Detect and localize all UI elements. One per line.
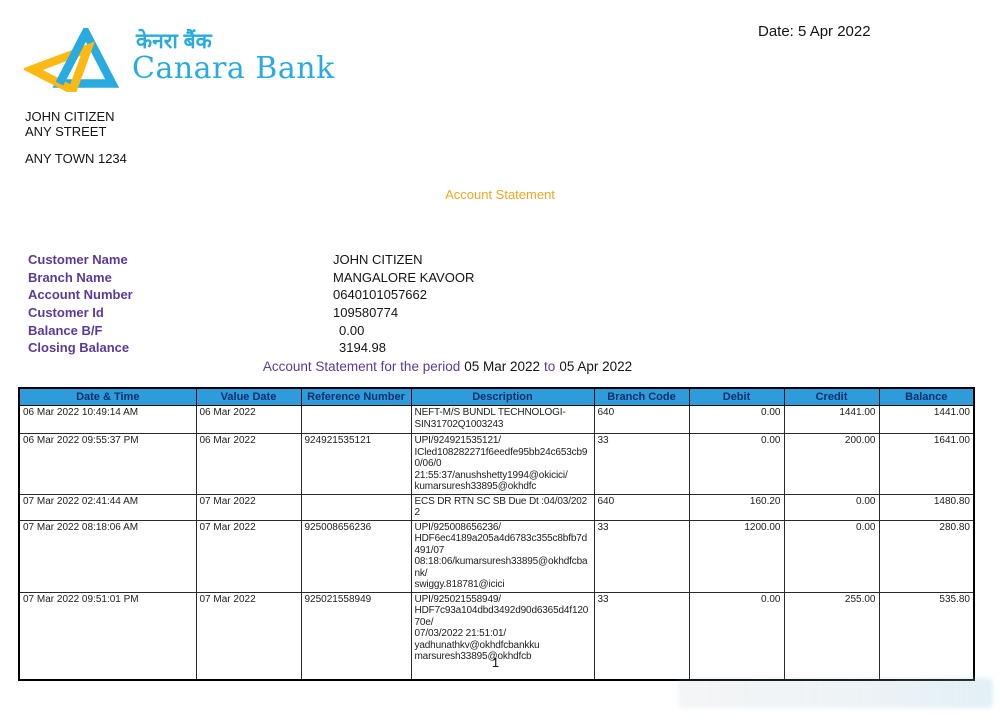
info-row-account-number: Account Number 0640101057662: [28, 287, 474, 305]
period-connector: to: [544, 359, 556, 374]
cell-description: UPI/924921535121/ ICled108282271f6eedfe9…: [410, 433, 595, 495]
cell-value-date: 06 Mar 2022: [195, 405, 302, 434]
period-from-date: 05 Mar 2022: [464, 359, 541, 374]
account-info: Customer Name JOHN CITIZEN Branch Name M…: [28, 252, 474, 358]
cell-debit: 0.00: [688, 405, 785, 434]
address-line: JOHN CITIZEN: [25, 109, 115, 124]
col-header-description: Description: [410, 387, 595, 406]
table-row: 07 Mar 2022 09:51:01 PM 07 Mar 2022 9250…: [18, 591, 975, 680]
cell-credit: 0.00: [783, 493, 880, 521]
watermark-smudge: [678, 678, 993, 708]
cell-credit: 1441.00: [783, 405, 880, 434]
cell-debit: 160.20: [688, 493, 785, 521]
col-header-branch-code: Branch Code: [593, 387, 690, 406]
cell-balance: 1441.00: [878, 405, 975, 434]
statement-date: Date: 5 Apr 2022: [758, 23, 871, 40]
col-header-value-date: Value Date: [195, 387, 302, 406]
cell-reference: [300, 493, 412, 521]
canara-bank-logo: केनरा बैंक Canara Bank: [24, 28, 335, 92]
cell-reference: [300, 405, 412, 434]
cell-value-date: 07 Mar 2022: [195, 591, 302, 680]
info-label: Customer Id: [28, 305, 104, 321]
cell-date-time: 06 Mar 2022 09:55:37 PM: [18, 433, 197, 495]
info-value: 0.00: [339, 322, 365, 338]
info-row-customer-name: Customer Name JOHN CITIZEN: [28, 252, 474, 270]
info-value: 3194.98: [339, 340, 386, 356]
address-line: ANY STREET: [25, 124, 107, 139]
cell-date-time: 07 Mar 2022 08:18:06 AM: [18, 519, 197, 593]
address-line: ANY TOWN 1234: [25, 151, 127, 166]
period-to-date: 05 Apr 2022: [559, 359, 633, 374]
cell-description: ECS DR RTN SC SB Due Dt :04/03/2022: [410, 493, 595, 521]
page-title: Account Statement: [445, 187, 555, 202]
cell-credit: 0.00: [783, 519, 880, 593]
cell-branch-code: 33: [593, 433, 690, 495]
canara-bank-wordmark: केनरा बैंक Canara Bank: [132, 28, 335, 85]
cell-balance: 535.80: [878, 591, 975, 680]
cell-credit: 255.00: [783, 591, 880, 680]
info-label: Customer Name: [28, 252, 128, 267]
logo-hindi-text: केनरा बैंक: [136, 30, 212, 53]
cell-debit: 1200.00: [688, 519, 785, 593]
page-number: 1: [491, 655, 500, 670]
table-row: 07 Mar 2022 02:41:44 AM 07 Mar 2022 ECS …: [18, 493, 975, 521]
info-value: 109580774: [333, 305, 399, 321]
canara-bank-triangles-icon: [24, 28, 120, 92]
cell-branch-code: 640: [593, 493, 690, 521]
info-value: 0640101057662: [333, 287, 427, 303]
col-header-reference-number: Reference Number: [300, 387, 412, 406]
transactions-table: Date & Time Value Date Reference Number …: [18, 387, 975, 681]
cell-reference: 925008656236: [300, 519, 412, 593]
info-label: Account Number: [28, 287, 133, 303]
cell-description: NEFT-M/S BUNDL TECHNOLOGI- SIN31702Q1003…: [410, 405, 595, 434]
cell-balance: 1641.00: [878, 433, 975, 495]
cell-value-date: 06 Mar 2022: [195, 433, 302, 495]
info-row-branch-name: Branch Name MANGALORE KAVOOR: [28, 270, 474, 288]
logo-english-text: Canara Bank: [132, 51, 335, 86]
col-header-credit: Credit: [783, 387, 880, 406]
cell-reference: 925021558949: [300, 591, 412, 680]
cell-value-date: 07 Mar 2022: [195, 493, 302, 521]
cell-balance: 1480.80: [878, 493, 975, 521]
address-spacer: [25, 139, 127, 151]
col-header-date-time: Date & Time: [18, 387, 197, 406]
info-value: MANGALORE KAVOOR: [333, 269, 475, 285]
cell-value-date: 07 Mar 2022: [195, 519, 302, 593]
cell-date-time: 07 Mar 2022 09:51:01 PM: [18, 591, 197, 680]
cell-branch-code: 33: [593, 519, 690, 593]
cell-reference: 924921535121: [300, 433, 412, 495]
info-label: Closing Balance: [28, 340, 130, 356]
info-row-balance-bf: Balance B/F 0.00: [28, 323, 474, 341]
cell-debit: 0.00: [688, 433, 785, 495]
cell-date-time: 06 Mar 2022 10:49:14 AM: [18, 405, 197, 434]
cell-credit: 200.00: [783, 433, 880, 495]
cell-date-time: 07 Mar 2022 02:41:44 AM: [18, 493, 197, 521]
cell-branch-code: 33: [593, 591, 690, 680]
table-header-row: Date & Time Value Date Reference Number …: [18, 387, 975, 406]
info-label: Balance B/F: [28, 322, 103, 338]
info-value: JOHN CITIZEN: [333, 252, 423, 267]
col-header-debit: Debit: [688, 387, 785, 406]
cell-branch-code: 640: [593, 405, 690, 434]
customer-address: JOHN CITIZEN ANY STREET ANY TOWN 1234: [25, 109, 127, 166]
info-row-customer-id: Customer Id 109580774: [28, 305, 474, 323]
table-row: 06 Mar 2022 10:49:14 AM 06 Mar 2022 NEFT…: [18, 405, 975, 434]
info-row-closing-balance: Closing Balance 3194.98: [28, 340, 474, 358]
table-row: 06 Mar 2022 09:55:37 PM 06 Mar 2022 9249…: [18, 433, 975, 495]
statement-period: Account Statement for the period 05 Mar 2…: [0, 359, 895, 374]
col-header-balance: Balance: [878, 387, 975, 406]
cell-balance: 280.80: [878, 519, 975, 593]
cell-description: UPI/925008656236/ HDF6ec4189a205a4d6783c…: [410, 519, 595, 593]
period-prefix: Account Statement for the period: [262, 359, 461, 374]
table-row: 07 Mar 2022 08:18:06 AM 07 Mar 2022 9250…: [18, 519, 975, 593]
info-label: Branch Name: [28, 269, 112, 285]
